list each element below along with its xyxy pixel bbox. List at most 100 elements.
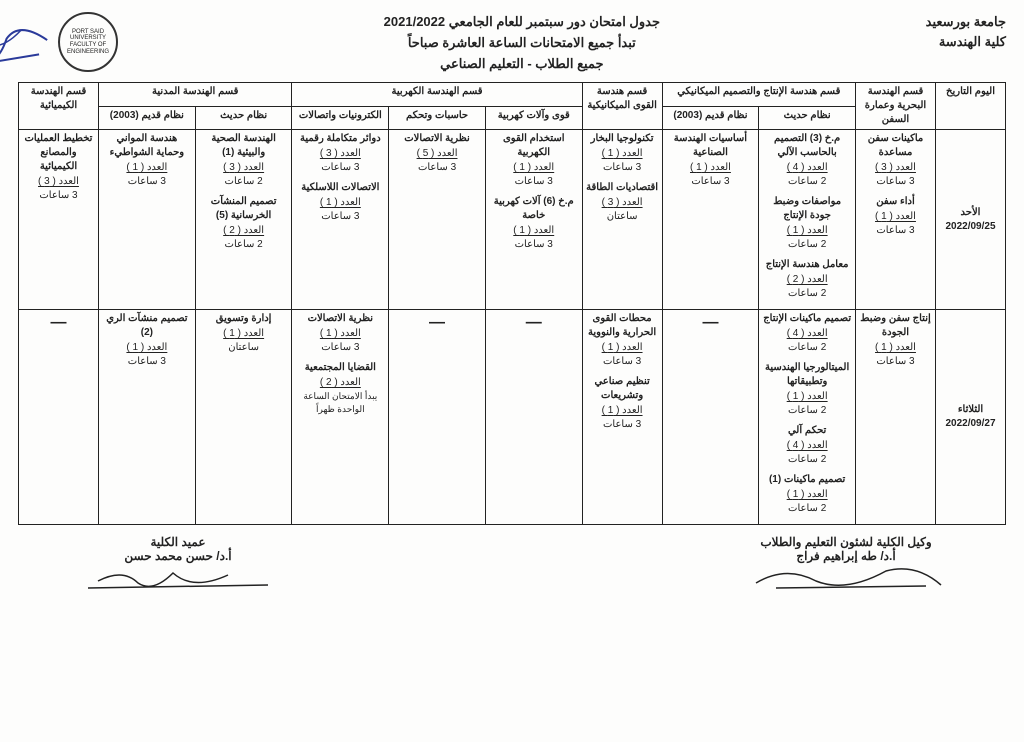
- col-electrical-group: قسم الهندسة الكهربية: [292, 83, 582, 107]
- subject-duration: 2 ساعات: [762, 287, 852, 301]
- page-header: جامعة بورسعيد كلية الهندسة جدول امتحان د…: [18, 12, 1006, 74]
- subject-block: تكنولوجيا البخارالعدد ( 1 )3 ساعات: [586, 132, 659, 175]
- subject-name: هندسة المواني وحماية الشواطيء: [102, 132, 192, 160]
- subject-duration: 2 ساعات: [762, 238, 852, 252]
- cell-prod_old: —: [662, 310, 759, 525]
- subject-block: أساسيات الهندسة الصناعيةالعدد ( 1 )3 ساع…: [666, 132, 756, 189]
- subject-name: معامل هندسة الإنتاج: [762, 258, 852, 272]
- subject-duration: 3 ساعات: [586, 418, 659, 432]
- subject-count: العدد ( 4 ): [762, 161, 852, 175]
- subject-duration: 3 ساعات: [586, 355, 659, 369]
- subject-count: العدد ( 2 ): [199, 224, 289, 238]
- subject-duration: 2 ساعات: [762, 502, 852, 516]
- subject-duration: 2 ساعات: [762, 453, 852, 467]
- faculty-name: كلية الهندسة: [926, 32, 1006, 52]
- subject-duration: 3 ساعات: [859, 175, 932, 189]
- subject-name: مواصفات وضبط جودة الإنتاج: [762, 195, 852, 223]
- vice-dean-name: أ.د/ طه إبراهيم فراج: [686, 549, 1006, 563]
- subject-block: نظرية الاتصالاتالعدد ( 1 )3 ساعات: [295, 312, 385, 355]
- subject-duration: 3 ساعات: [295, 210, 385, 224]
- cell-elec_comm: دوائر متكاملة رقميةالعدد ( 3 ) 3 ساعات الا…: [292, 130, 389, 310]
- subject-count: العدد ( 1 ): [762, 390, 852, 404]
- subject-name: دوائر متكاملة رقمية: [295, 132, 385, 146]
- subject-name: إدارة وتسويق: [199, 312, 289, 326]
- day-date: 2022/09/27: [939, 417, 1002, 431]
- subject-count: العدد ( 2 ): [762, 273, 852, 287]
- subject-name: تخطيط العمليات والمصانع الكيميائية: [22, 132, 95, 174]
- day-cell: الأحد2022/09/25: [936, 130, 1006, 310]
- col-civil-old: نظام قديم (2003): [99, 106, 196, 130]
- col-elec-comm: الكترونيات واتصالات: [292, 106, 389, 130]
- day-date: 2022/09/25: [939, 220, 1002, 234]
- subject-name: الاتصالات اللاسلكية: [295, 181, 385, 195]
- subject-block: تصميم ماكينات الإنتاجالعدد ( 4 )2 ساعات: [762, 312, 852, 355]
- cell-civil_old: تصميم منشآت الري (2)العدد ( 1 )3 ساعات: [99, 310, 196, 525]
- subject-duration: 2 ساعات: [762, 404, 852, 418]
- cell-chem: تخطيط العمليات والمصانع الكيميائيةالعدد …: [19, 130, 99, 310]
- subject-duration: 3 ساعات: [22, 189, 95, 203]
- col-day: اليوم التاريخ: [936, 83, 1006, 130]
- university-logo-icon: PORT SAID UNIVERSITY FACULTY OF ENGINEER…: [58, 12, 118, 72]
- subject-name: أساسيات الهندسة الصناعية: [666, 132, 756, 160]
- subject-count: العدد ( 1 ): [859, 210, 932, 224]
- subject-block: إدارة وتسويقالعدد ( 1 )ساعتان: [199, 312, 289, 355]
- subject-count: العدد ( 1 ): [489, 161, 579, 175]
- subject-count: العدد ( 1 ): [295, 196, 385, 210]
- cell-civil_old: هندسة المواني وحماية الشواطيءالعدد ( 1 )…: [99, 130, 196, 310]
- handwritten-signature-top: [0, 14, 61, 85]
- subject-note: يبدأ الامتحان الساعة الواحدة ظهراً: [295, 390, 385, 415]
- col-prod-new: نظام حديث: [759, 106, 856, 130]
- day-cell: الثلاثاء2022/09/27: [936, 310, 1006, 525]
- subject-count: العدد ( 1 ): [102, 161, 192, 175]
- title-line-1: جدول امتحان دور سبتمبر للعام الجامعي 202…: [118, 12, 926, 33]
- col-elec-power: قوى وآلات كهربية: [485, 106, 582, 130]
- col-civil-new: نظام حديث: [195, 106, 292, 130]
- subject-name: ماكينات سفن مساعدة: [859, 132, 932, 160]
- table-body: الأحد2022/09/25ماكينات سفن مساعدةالعدد (…: [19, 130, 1006, 525]
- subject-name: تصميم ماكينات (1): [762, 473, 852, 487]
- subject-block: معامل هندسة الإنتاجالعدد ( 2 )2 ساعات: [762, 258, 852, 301]
- subject-duration: 3 ساعات: [102, 175, 192, 189]
- subject-duration: 3 ساعات: [859, 355, 932, 369]
- subject-block: مواصفات وضبط جودة الإنتاجالعدد ( 1 )2 سا…: [762, 195, 852, 252]
- table-row: الثلاثاء2022/09/27إنتاج سفن وضبط الجودةا…: [19, 310, 1006, 525]
- day-name: الأحد: [939, 206, 1002, 220]
- subject-block: استخدام القوى الكهربيةالعدد ( 1 )3 ساعات: [489, 132, 579, 189]
- col-production-group: قسم هندسة الإنتاج والتصميم الميكانيكي: [662, 83, 855, 107]
- subject-count: العدد ( 1 ): [295, 327, 385, 341]
- subject-block: تصميم المنشآت الخرسانية (5)العدد ( 2 )2 …: [199, 195, 289, 252]
- subject-name: الميتالورجيا الهندسية وتطبيقاتها: [762, 361, 852, 389]
- subject-count: العدد ( 1 ): [762, 224, 852, 238]
- subject-count: العدد ( 1 ): [586, 147, 659, 161]
- dean-name: أ.د/ حسن محمد حسن: [18, 549, 338, 563]
- subject-count: العدد ( 1 ): [762, 488, 852, 502]
- subject-count: العدد ( 4 ): [762, 439, 852, 453]
- cell-prod_old: أساسيات الهندسة الصناعيةالعدد ( 1 )3 ساع…: [662, 130, 759, 310]
- subject-count: العدد ( 1 ): [489, 224, 579, 238]
- subject-count: العدد ( 2 ): [295, 376, 385, 390]
- subject-count: العدد ( 3 ): [199, 161, 289, 175]
- subject-block: تنظيم صناعي وتشريعاتالعدد ( 1 )3 ساعات: [586, 375, 659, 432]
- empty-dash: —: [526, 314, 542, 331]
- subject-name: تحكم آلي: [762, 424, 852, 438]
- dean-title: عميد الكلية: [18, 535, 338, 549]
- subject-count: العدد ( 3 ): [295, 147, 385, 161]
- subject-name: تصميم المنشآت الخرسانية (5): [199, 195, 289, 223]
- subject-duration: 2 ساعات: [762, 175, 852, 189]
- subject-block: الهندسة الصحية والبيئية (1)العدد ( 3 )2 …: [199, 132, 289, 189]
- subject-duration: 3 ساعات: [489, 175, 579, 189]
- subject-count: العدد ( 5 ): [392, 147, 482, 161]
- subject-name: تصميم ماكينات الإنتاج: [762, 312, 852, 326]
- subject-count: العدد ( 1 ): [102, 341, 192, 355]
- title-block: جدول امتحان دور سبتمبر للعام الجامعي 202…: [118, 12, 926, 74]
- title-line-2: تبدأ جميع الامتحانات الساعة العاشرة صباح…: [118, 33, 926, 54]
- subject-name: تنظيم صناعي وتشريعات: [586, 375, 659, 403]
- col-mechpower: قسم هندسة القوى الميكانيكية: [582, 83, 662, 130]
- col-civil-group: قسم الهندسة المدنية: [99, 83, 292, 107]
- cell-elec_power: استخدام القوى الكهربيةالعدد ( 1 )3 ساعات…: [485, 130, 582, 310]
- subject-block: م.خ (6) آلات كهربية خاصةالعدد ( 1 )3 ساع…: [489, 195, 579, 252]
- subject-count: العدد ( 3 ): [586, 196, 659, 210]
- cell-mechpower: محطات القوى الحرارية والنوويةالعدد ( 1 )…: [582, 310, 662, 525]
- exam-schedule-table: اليوم التاريخ قسم الهندسة البحرية وعمارة…: [18, 82, 1006, 525]
- subject-duration: ساعتان: [199, 341, 289, 355]
